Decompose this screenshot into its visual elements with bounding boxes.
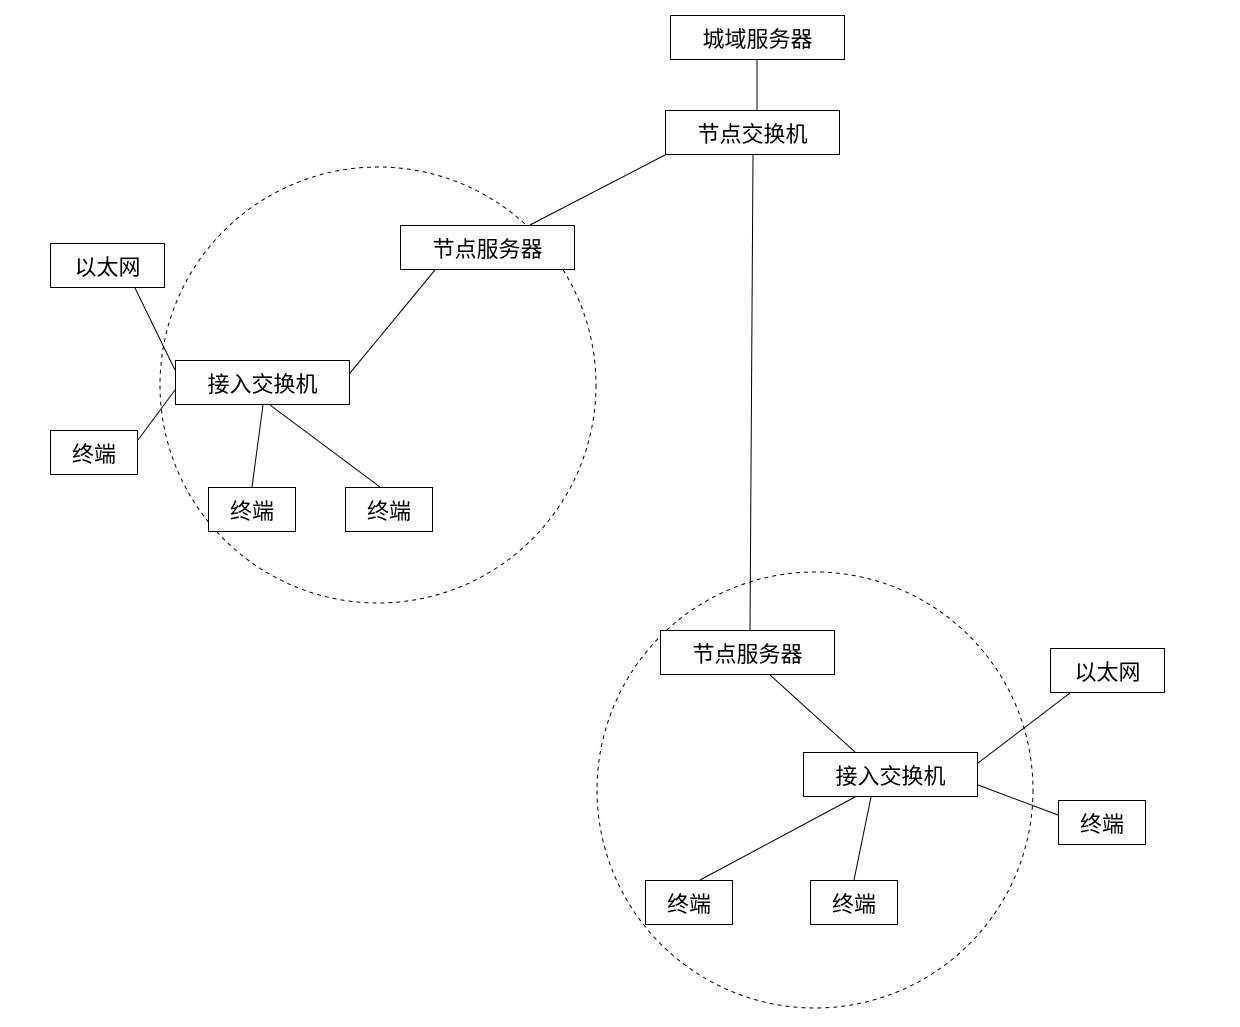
edge (854, 797, 871, 880)
edge (350, 270, 435, 373)
node-access-switch-1: 接入交换机 (175, 360, 350, 405)
edge (750, 155, 753, 630)
node-terminal-2a: 终端 (1058, 800, 1146, 845)
node-label: 终端 (367, 494, 411, 526)
node-node-switch: 节点交换机 (665, 110, 840, 155)
node-terminal-2b: 终端 (645, 880, 733, 925)
node-label: 节点服务器 (692, 637, 802, 669)
node-label: 节点交换机 (697, 117, 807, 149)
node-label: 终端 (667, 887, 711, 919)
node-ethernet-2: 以太网 (1050, 648, 1165, 693)
node-label: 终端 (230, 494, 274, 526)
node-label: 城域服务器 (702, 22, 812, 54)
node-node-server-1: 节点服务器 (400, 225, 575, 270)
edge (270, 405, 380, 487)
edge (770, 675, 855, 752)
node-ethernet-1: 以太网 (50, 243, 165, 288)
edge (978, 785, 1058, 815)
node-metro-server: 城域服务器 (670, 15, 845, 60)
node-label: 节点服务器 (432, 232, 542, 264)
node-label: 终端 (72, 437, 116, 469)
node-node-server-2: 节点服务器 (660, 630, 835, 675)
edge (530, 155, 665, 225)
node-label: 以太网 (74, 250, 140, 282)
edge (138, 390, 175, 440)
edge (978, 693, 1070, 763)
node-terminal-2c: 终端 (810, 880, 898, 925)
node-label: 以太网 (1074, 655, 1140, 687)
edge (135, 288, 175, 370)
node-label: 接入交换机 (207, 367, 317, 399)
node-label: 接入交换机 (835, 759, 945, 791)
network-diagram: 城域服务器节点交换机节点服务器以太网接入交换机终端终端终端节点服务器以太网接入交… (0, 0, 1240, 1027)
node-terminal-1c: 终端 (345, 487, 433, 532)
node-label: 终端 (832, 887, 876, 919)
edges-layer (0, 0, 1240, 1027)
edge (700, 797, 855, 880)
node-terminal-1a: 终端 (50, 430, 138, 475)
node-access-switch-2: 接入交换机 (803, 752, 978, 797)
edge (252, 405, 263, 487)
node-label: 终端 (1080, 807, 1124, 839)
node-terminal-1b: 终端 (208, 487, 296, 532)
